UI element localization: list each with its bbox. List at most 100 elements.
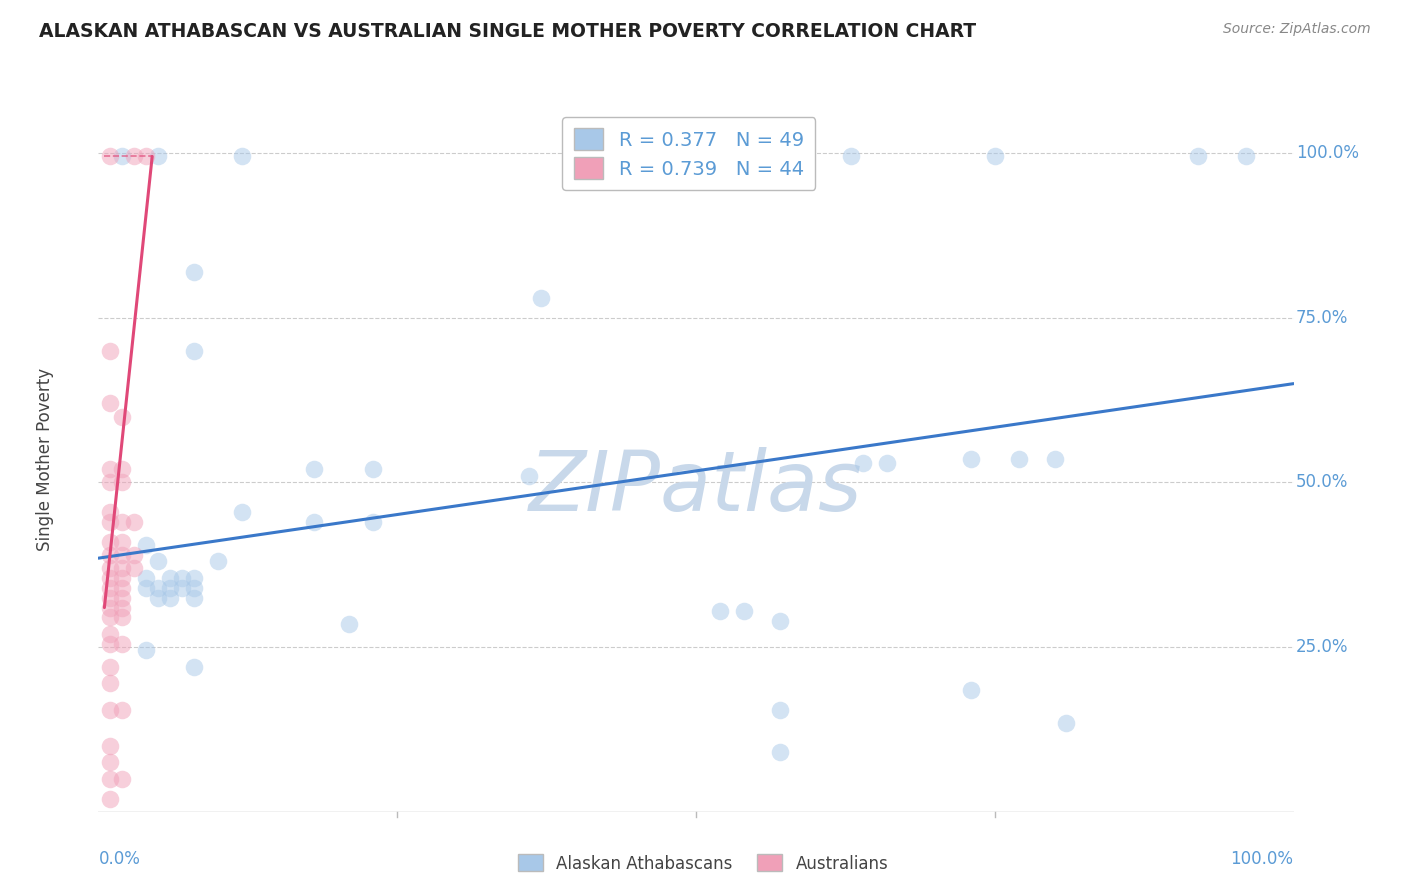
Point	[183, 343, 205, 358]
Text: ZIPatlas: ZIPatlas	[529, 447, 863, 528]
Point	[148, 581, 170, 595]
Point	[148, 554, 170, 568]
Point	[135, 149, 157, 163]
Point	[768, 614, 790, 628]
Point	[183, 660, 205, 674]
Point	[363, 462, 385, 476]
Point	[111, 462, 134, 476]
Point	[733, 604, 755, 618]
Point	[124, 561, 146, 575]
Point	[183, 571, 205, 585]
Point	[98, 475, 122, 490]
Text: 50.0%: 50.0%	[1296, 474, 1348, 491]
Point	[124, 548, 146, 562]
Point	[172, 571, 194, 585]
Point	[98, 561, 122, 575]
Point	[135, 538, 157, 552]
Text: 25.0%: 25.0%	[1296, 638, 1348, 657]
Point	[98, 591, 122, 605]
Point	[98, 505, 122, 519]
Point	[1234, 149, 1257, 163]
Point	[98, 756, 122, 770]
Point	[183, 581, 205, 595]
Legend: Alaskan Athabascans, Australians: Alaskan Athabascans, Australians	[510, 847, 896, 880]
Point	[207, 554, 229, 568]
Point	[302, 462, 325, 476]
Point	[231, 149, 253, 163]
Point	[852, 456, 875, 470]
Point	[98, 515, 122, 529]
Point	[183, 591, 205, 605]
Point	[111, 475, 134, 490]
Text: 100.0%: 100.0%	[1230, 850, 1294, 869]
Point	[1187, 149, 1209, 163]
Point	[1043, 452, 1066, 467]
Point	[111, 591, 134, 605]
Point	[339, 617, 361, 632]
Point	[98, 600, 122, 615]
Point	[148, 149, 170, 163]
Point	[135, 581, 157, 595]
Text: 100.0%: 100.0%	[1296, 145, 1360, 162]
Point	[1056, 715, 1078, 730]
Point	[517, 468, 540, 483]
Point	[98, 791, 122, 805]
Point	[183, 265, 205, 279]
Point	[111, 581, 134, 595]
Point	[148, 591, 170, 605]
Point	[111, 534, 134, 549]
Point	[98, 627, 122, 641]
Point	[960, 682, 983, 697]
Point	[111, 515, 134, 529]
Point	[98, 462, 122, 476]
Point	[841, 149, 863, 163]
Point	[530, 291, 553, 305]
Point	[98, 703, 122, 717]
Point	[159, 591, 181, 605]
Point	[172, 581, 194, 595]
Text: 75.0%: 75.0%	[1296, 309, 1348, 326]
Point	[111, 610, 134, 624]
Point	[135, 571, 157, 585]
Point	[231, 505, 253, 519]
Text: Single Mother Poverty: Single Mother Poverty	[35, 368, 53, 551]
Point	[1008, 452, 1031, 467]
Point	[98, 571, 122, 585]
Point	[302, 515, 325, 529]
Point	[111, 561, 134, 575]
Point	[111, 703, 134, 717]
Point	[876, 456, 898, 470]
Point	[960, 452, 983, 467]
Point	[98, 534, 122, 549]
Point	[111, 548, 134, 562]
Point	[111, 409, 134, 424]
Point	[984, 149, 1007, 163]
Point	[111, 600, 134, 615]
Point	[745, 149, 768, 163]
Point	[98, 676, 122, 690]
Point	[98, 637, 122, 651]
Point	[135, 643, 157, 657]
Point	[98, 739, 122, 753]
Point	[111, 571, 134, 585]
Point	[98, 548, 122, 562]
Point	[768, 746, 790, 760]
Text: ALASKAN ATHABASCAN VS AUSTRALIAN SINGLE MOTHER POVERTY CORRELATION CHART: ALASKAN ATHABASCAN VS AUSTRALIAN SINGLE …	[39, 22, 977, 41]
Point	[111, 637, 134, 651]
Point	[98, 396, 122, 410]
Text: 0.0%: 0.0%	[98, 850, 141, 869]
Point	[363, 515, 385, 529]
Point	[111, 149, 134, 163]
Point	[124, 515, 146, 529]
Legend: R = 0.377   N = 49, R = 0.739   N = 44: R = 0.377 N = 49, R = 0.739 N = 44	[562, 117, 815, 190]
Point	[98, 660, 122, 674]
Point	[111, 772, 134, 786]
Text: Source: ZipAtlas.com: Source: ZipAtlas.com	[1223, 22, 1371, 37]
Point	[98, 149, 122, 163]
Point	[159, 571, 181, 585]
Point	[768, 703, 790, 717]
Point	[98, 581, 122, 595]
Point	[661, 149, 683, 163]
Point	[98, 772, 122, 786]
Point	[159, 581, 181, 595]
